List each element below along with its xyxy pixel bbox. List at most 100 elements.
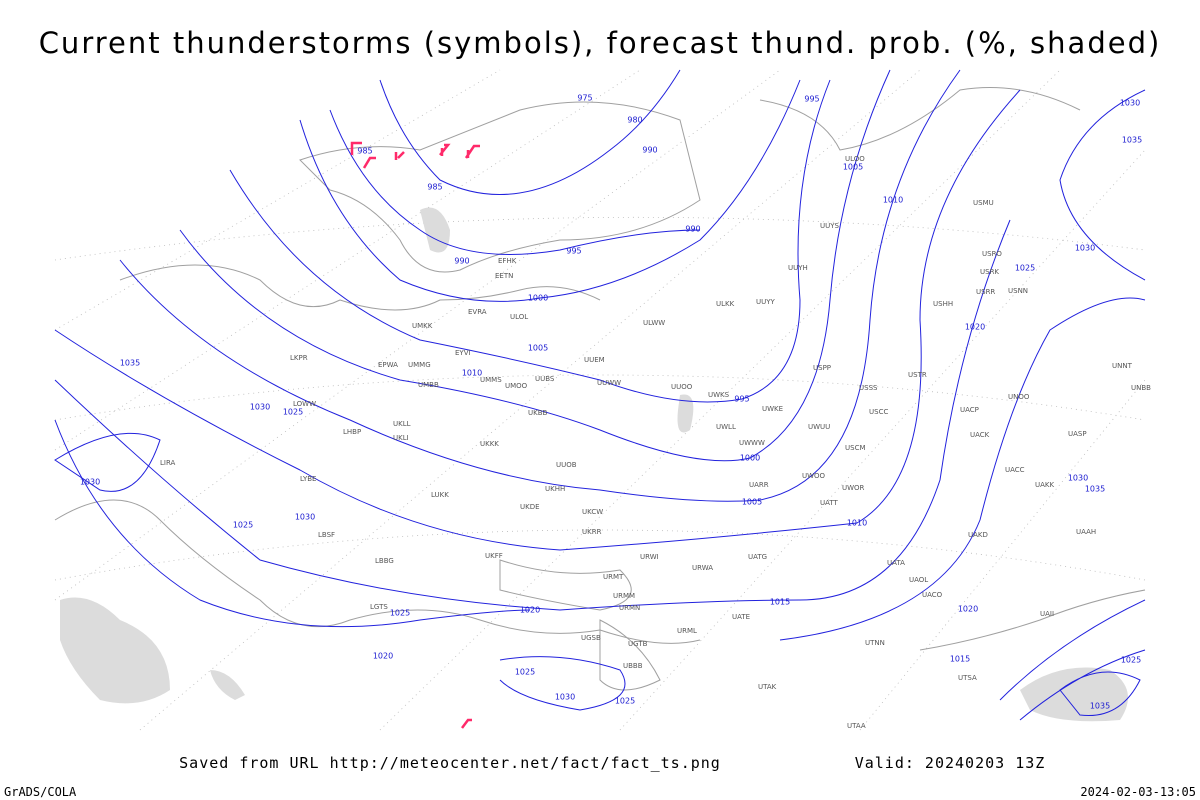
station-code: UWLL (716, 423, 736, 431)
station-code: EETN (495, 272, 513, 280)
station-code: UNNT (1112, 362, 1133, 370)
station-code: LBSF (318, 531, 335, 539)
station-code: URMN (619, 604, 640, 612)
station-code: UTSA (958, 674, 977, 682)
station-code: ULOL (510, 313, 528, 321)
station-code: UASP (1068, 430, 1087, 438)
station-code: USCM (845, 444, 866, 452)
isobar-label: 1035 (1122, 136, 1142, 145)
isobar-label: 1025 (233, 521, 253, 530)
station-code: LIRA (160, 459, 176, 467)
station-code: UMKK (412, 322, 433, 330)
station-code: UWOR (842, 484, 865, 492)
station-code: UACP (960, 406, 979, 414)
isobar-label: 1005 (843, 163, 863, 172)
station-code: LOWW (293, 400, 316, 408)
station-code: UACK (970, 431, 990, 439)
station-code: UWKE (762, 405, 783, 413)
station-code: UACO (922, 591, 943, 599)
isobar-label: 1020 (965, 323, 985, 332)
isobar-label: 1035 (1090, 702, 1110, 711)
graticule (54, 69, 1146, 731)
isobar-label: 1030 (295, 513, 315, 522)
isobar-label: 1020 (958, 605, 978, 614)
station-code: UWOO (802, 472, 826, 480)
isobar-label: 1010 (847, 519, 867, 528)
station-code: LBBG (375, 557, 394, 565)
station-code: ULWW (643, 319, 665, 327)
isobar-label: 1025 (1015, 264, 1035, 273)
isobar-label: 1030 (80, 478, 100, 487)
station-code: URMM (613, 592, 635, 600)
station-code: UUEM (584, 356, 605, 364)
station-code: USHH (933, 300, 953, 308)
station-code: UATE (732, 613, 750, 621)
station-code: URWI (640, 553, 659, 561)
isobar-label: 1025 (615, 697, 635, 706)
station-code: URMT (603, 573, 624, 581)
station-code: UGTB (628, 640, 648, 648)
station-code: UKKK (480, 440, 499, 448)
station-code: LUKK (431, 491, 449, 499)
isobars (54, 69, 1146, 721)
station-code: UNBB (1131, 384, 1151, 392)
isobar-label: 985 (427, 183, 442, 192)
station-code: USPP (813, 364, 831, 372)
isobar-label: 990 (454, 257, 469, 266)
station-code: EFHK (498, 257, 517, 265)
station-code: EVRA (468, 308, 487, 316)
station-code: UATA (887, 559, 905, 567)
station-code: ULOO (845, 155, 865, 163)
source-url: Saved from URL http://meteocenter.net/fa… (179, 754, 721, 772)
storm-symbols (350, 141, 480, 729)
station-code: EYVI (455, 349, 471, 357)
station-code: UUWW (597, 379, 621, 387)
isobar-label: 995 (734, 395, 749, 404)
station-code: USTR (908, 371, 927, 379)
isobar-label: 1005 (742, 498, 762, 507)
shading (60, 207, 1128, 722)
station-code: UWUU (808, 423, 830, 431)
station-code: EPWA (378, 361, 398, 369)
station-code: UUBS (535, 375, 555, 383)
station-code: USRO (982, 250, 1002, 258)
station-code: UUYH (788, 264, 808, 272)
isobar-label: 975 (577, 94, 592, 103)
isobar-label: 1005 (528, 344, 548, 353)
isobar-label: 1025 (390, 609, 410, 618)
station-code: UWKS (708, 391, 730, 399)
isobar-label: 1030 (555, 693, 575, 702)
isobar-label: 1025 (283, 408, 303, 417)
station-code: UMMS (480, 376, 502, 384)
isobar-label: 1020 (520, 606, 540, 615)
station-code: UAKK (1035, 481, 1055, 489)
station-code: UUYY (756, 298, 776, 306)
isobar-label: 985 (357, 147, 372, 156)
credit: GrADS/COLA (4, 785, 77, 799)
station-code: UKDE (520, 503, 540, 511)
station-code: USRR (976, 288, 995, 296)
station-code: UUOO (671, 383, 693, 391)
station-code: UKLL (393, 420, 411, 428)
isobar-label: 1030 (1120, 99, 1140, 108)
isobar-label: 1015 (770, 598, 790, 607)
station-code: USRK (980, 268, 999, 276)
station-code: LYBE (300, 475, 316, 483)
station-code: UKCW (582, 508, 603, 516)
station-code: UKHH (545, 485, 565, 493)
isobar-label: 1015 (950, 655, 970, 664)
station-code: UUYS (820, 222, 840, 230)
station-code: URWA (692, 564, 713, 572)
station-code: UMBB (418, 381, 439, 389)
timestamp: 2024-02-03-13:05 (1080, 785, 1196, 799)
isobar-label: 1010 (883, 196, 903, 205)
isobar-label: 1030 (1075, 244, 1095, 253)
station-code: URML (677, 627, 697, 635)
isobar-label: 995 (804, 95, 819, 104)
isobar-label: 990 (642, 146, 657, 155)
station-code: UAOL (909, 576, 928, 584)
isobar-label: 995 (566, 247, 581, 256)
title: Current thunderstorms (symbols), forecas… (39, 26, 1162, 60)
